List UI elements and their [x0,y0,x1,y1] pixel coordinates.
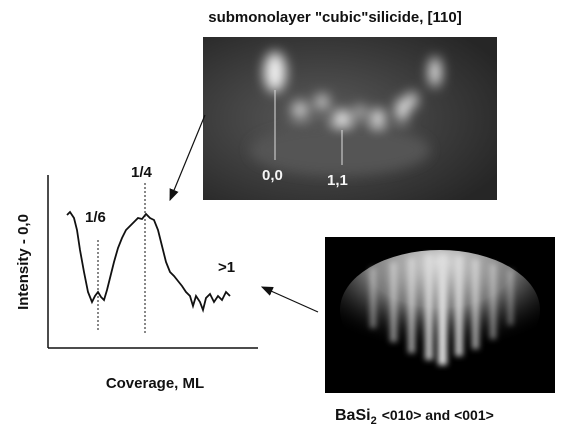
annotation: 1/6 [85,209,106,226]
top-image: 0,0 1,1 [203,37,497,200]
arrow [260,286,319,313]
spot-label: 0,0 [262,167,283,184]
x-axis-label: Coverage, ML [106,375,204,392]
caption-subscript: 2 [371,415,377,427]
top-image-title: submonolayer "cubic"silicide, [110] [208,9,461,26]
arrow [169,114,206,202]
annotation: 1/4 [131,164,153,181]
plot: 1/6 1/4 >1 Intensity - 0,0 Coverage, ML [15,164,258,392]
intensity-curve [66,210,231,314]
caption-compound: BaSi [335,407,371,424]
bottom-image-caption: BaSi2 <010> and <001> [335,407,494,427]
annotation: >1 [218,259,235,276]
bottom-image [325,237,555,393]
y-axis-label: Intensity - 0,0 [15,214,32,310]
caption-directions: <010> and <001> [382,407,494,423]
spot-label: 1,1 [327,172,348,189]
